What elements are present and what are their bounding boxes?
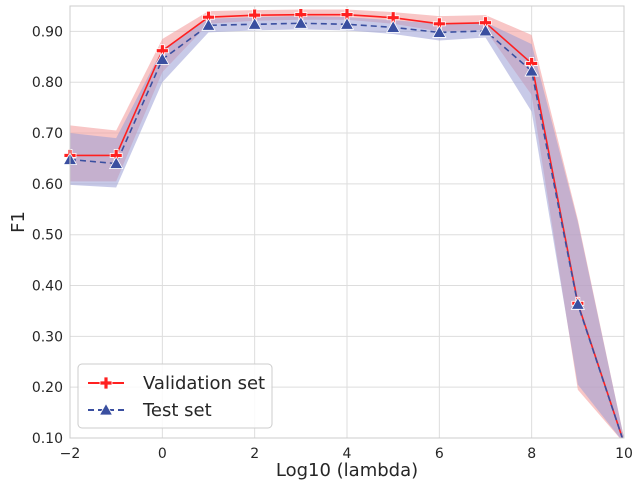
y-tick-label: 0.30 [32, 329, 63, 345]
data-point-marker [108, 156, 124, 169]
y-tick-label: 0.40 [32, 279, 63, 295]
x-tick-label: 0 [158, 446, 167, 462]
data-point-marker [385, 20, 401, 33]
data-point-marker [339, 16, 355, 30]
y-tick-labels: 0.10 0.20 0.30 0.40 0.50 0.60 0.70 0.80 0.90 [32, 24, 63, 447]
legend: Validation set Test set [77, 363, 273, 429]
data-point-marker [478, 23, 493, 37]
data-point-marker [247, 16, 262, 30]
data-point-marker [293, 15, 309, 29]
y-tick-label: 0.10 [32, 431, 63, 447]
y-tick-label: 0.50 [32, 228, 63, 244]
data-point-marker [524, 63, 539, 77]
x-tick-label: 2 [250, 446, 259, 462]
legend-test-marker [98, 402, 114, 416]
y-tick-label: 0.20 [32, 380, 63, 396]
x-tick-label: −2 [60, 446, 81, 462]
x-tick-labels: −2 0 2 4 6 8 10 [60, 446, 633, 462]
plot-frame [69, 5, 625, 439]
x-tick-label: 8 [527, 446, 536, 462]
x-tick-label: 10 [615, 446, 633, 462]
y-tick-label: 0.60 [32, 177, 63, 193]
legend-box [77, 363, 273, 429]
y-tick-label: 0.90 [32, 24, 63, 40]
data-point-marker [155, 52, 170, 65]
x-tick-label: 4 [343, 446, 352, 462]
data-point-marker [570, 297, 586, 310]
x-axis-label: Log10 (lambda) [276, 460, 418, 481]
y-tick-label: 0.80 [32, 75, 63, 91]
data-point-marker [432, 25, 447, 38]
legend-test-label: Test set [142, 400, 212, 421]
y-tick-label: 0.70 [32, 126, 63, 142]
x-tick-label: 6 [435, 446, 444, 462]
legend-validation-marker [99, 376, 113, 390]
legend-validation-label: Validation set [143, 373, 265, 394]
data-point-marker [201, 18, 216, 31]
y-axis-label: F1 [8, 211, 29, 233]
